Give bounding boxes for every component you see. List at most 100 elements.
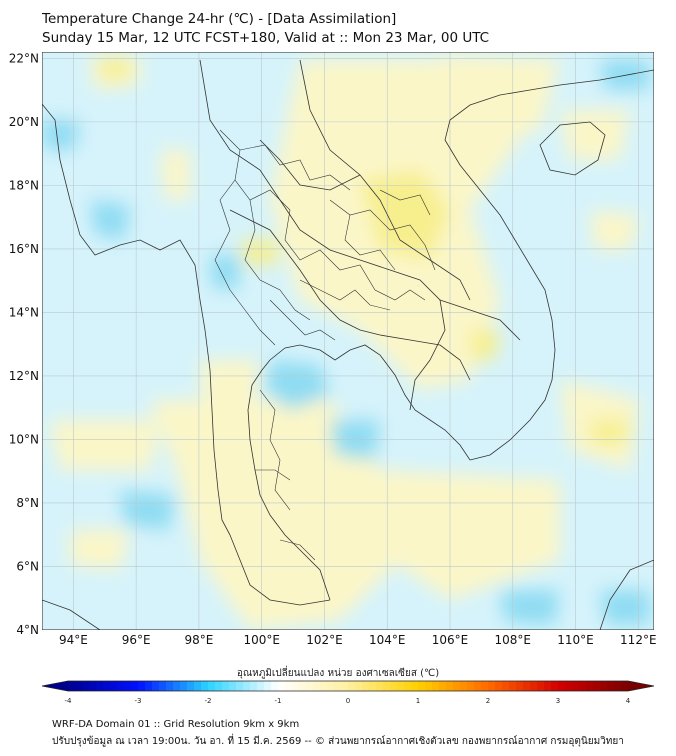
longitude-label: 100°E bbox=[243, 633, 280, 647]
longitude-label: 110°E bbox=[557, 633, 594, 647]
colorbar-cell bbox=[89, 681, 97, 691]
latitude-label: 22°N bbox=[9, 51, 39, 65]
colorbar-cell bbox=[138, 681, 146, 691]
colorbar-cell bbox=[614, 681, 622, 691]
colorbar-cell bbox=[313, 681, 321, 691]
colorbar-cell bbox=[271, 681, 279, 691]
country-borders bbox=[42, 59, 654, 630]
colorbar-cell bbox=[488, 681, 496, 691]
colorbar-cell bbox=[166, 681, 174, 691]
colorbar-cell bbox=[397, 681, 405, 691]
colorbar-cell bbox=[257, 681, 265, 691]
colorbar-cell bbox=[348, 681, 356, 691]
latitude-label: 16°N bbox=[9, 242, 39, 256]
colorbar-cell bbox=[572, 681, 580, 691]
colorbar-cell bbox=[264, 681, 272, 691]
colorbar-cell bbox=[355, 681, 363, 691]
colorbar-cell bbox=[159, 681, 167, 691]
longitude-label: 112°E bbox=[620, 633, 657, 647]
colorbar-cell bbox=[362, 681, 370, 691]
colorbar-cell bbox=[243, 681, 251, 691]
longitude-label: 108°E bbox=[495, 633, 532, 647]
latitude-label: 20°N bbox=[9, 115, 39, 129]
colorbar-cell bbox=[558, 681, 566, 691]
colorbar-cell bbox=[390, 681, 398, 691]
colorbar-cell bbox=[621, 681, 629, 691]
colorbar-cell bbox=[446, 681, 454, 691]
colorbar-cell bbox=[82, 681, 90, 691]
latitude-label: 10°N bbox=[9, 432, 39, 446]
colorbar-tick-label: 2 bbox=[486, 697, 490, 705]
colorbar-cell bbox=[222, 681, 230, 691]
colorbar-cell bbox=[509, 681, 517, 691]
colorbar-cell bbox=[600, 681, 608, 691]
latitude-label: 12°N bbox=[9, 369, 39, 383]
colorbar-cell bbox=[523, 681, 531, 691]
colorbar-cell bbox=[418, 681, 426, 691]
colorbar-cell bbox=[369, 681, 377, 691]
colorbar-cell bbox=[537, 681, 545, 691]
colorbar-cell bbox=[229, 681, 237, 691]
colorbar-cell bbox=[152, 681, 160, 691]
longitude-label: 102°E bbox=[306, 633, 343, 647]
colorbar-cell bbox=[299, 681, 307, 691]
colorbar-cell bbox=[103, 681, 111, 691]
province-boundaries bbox=[214, 129, 436, 561]
colorbar-cell bbox=[68, 681, 76, 691]
latitude-labels: 22°N 20°N 18°N 16°N 14°N 12°N 10°N 8°N 6°N 4°N bbox=[9, 51, 39, 637]
colorbar-cell bbox=[236, 681, 244, 691]
colorbar-cell bbox=[544, 681, 552, 691]
colorbar-tick-label: -1 bbox=[275, 697, 282, 705]
colorbar-cell bbox=[278, 681, 286, 691]
colorbar-cell bbox=[334, 681, 342, 691]
colorbar: -4 -3 -2 -1 0 1 2 3 4 bbox=[41, 680, 655, 705]
colorbar-cell bbox=[551, 681, 559, 691]
colorbar-cell bbox=[516, 681, 524, 691]
colorbar-cell bbox=[460, 681, 468, 691]
latitude-label: 6°N bbox=[16, 559, 39, 573]
colorbar-cell bbox=[124, 681, 132, 691]
colorbar-cell bbox=[530, 681, 538, 691]
colorbar-cell bbox=[117, 681, 125, 691]
colorbar-cell bbox=[579, 681, 587, 691]
map-title: Temperature Change 24-hr (℃) - [Data Ass… bbox=[42, 11, 397, 27]
longitude-label: 106°E bbox=[432, 633, 469, 647]
colorbar-tick-label: 1 bbox=[416, 697, 420, 705]
colorbar-cell bbox=[411, 681, 419, 691]
credit-line: ปรับปรุงข้อมูล ณ เวลา 19:00น. วัน อา. ที… bbox=[52, 736, 624, 747]
colorbar-cell bbox=[110, 681, 118, 691]
model-info: WRF-DA Domain 01 :: Grid Resolution 9km … bbox=[52, 719, 300, 730]
colorbar-cell bbox=[502, 681, 510, 691]
colorbar-cell bbox=[96, 681, 104, 691]
colorbar-cell bbox=[607, 681, 615, 691]
colorbar-tick-label: 4 bbox=[626, 697, 631, 705]
colorbar-cell bbox=[495, 681, 503, 691]
longitude-label: 104°E bbox=[369, 633, 406, 647]
longitude-labels: 94°E 96°E 98°E 100°E 102°E 104°E 106°E 108°E 110… bbox=[59, 633, 657, 647]
temperature-field bbox=[42, 52, 654, 630]
colorbar-tick-label: 3 bbox=[556, 697, 560, 705]
colorbar-tick-label: -3 bbox=[135, 697, 142, 705]
colorbar-cell bbox=[432, 681, 440, 691]
map-subtitle: Sunday 15 Mar, 12 UTC FCST+180, Valid at… bbox=[42, 30, 490, 46]
colorbar-cell bbox=[201, 681, 209, 691]
colorbar-cell bbox=[474, 681, 482, 691]
colorbar-cell bbox=[481, 681, 489, 691]
colorbar-cell bbox=[194, 681, 202, 691]
colorbar-cell bbox=[383, 681, 391, 691]
colorbar-cell bbox=[173, 681, 181, 691]
colorbar-cell bbox=[593, 681, 601, 691]
latitude-label: 8°N bbox=[16, 496, 39, 510]
colorbar-cell bbox=[292, 681, 300, 691]
longitude-label: 94°E bbox=[59, 633, 88, 647]
colorbar-cell bbox=[131, 681, 139, 691]
colorbar-tick-label: -4 bbox=[65, 697, 73, 705]
colorbar-cell bbox=[250, 681, 258, 691]
colorbar-cell bbox=[180, 681, 188, 691]
latitude-label: 4°N bbox=[16, 623, 39, 637]
colorbar-cell bbox=[187, 681, 195, 691]
colorbar-cell bbox=[453, 681, 461, 691]
colorbar-cell bbox=[341, 681, 349, 691]
colorbar-cell bbox=[75, 681, 83, 691]
